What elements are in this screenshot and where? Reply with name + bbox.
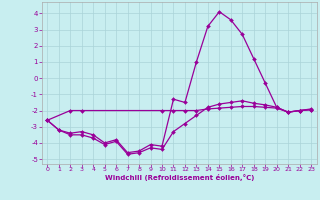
X-axis label: Windchill (Refroidissement éolien,°C): Windchill (Refroidissement éolien,°C): [105, 174, 254, 181]
